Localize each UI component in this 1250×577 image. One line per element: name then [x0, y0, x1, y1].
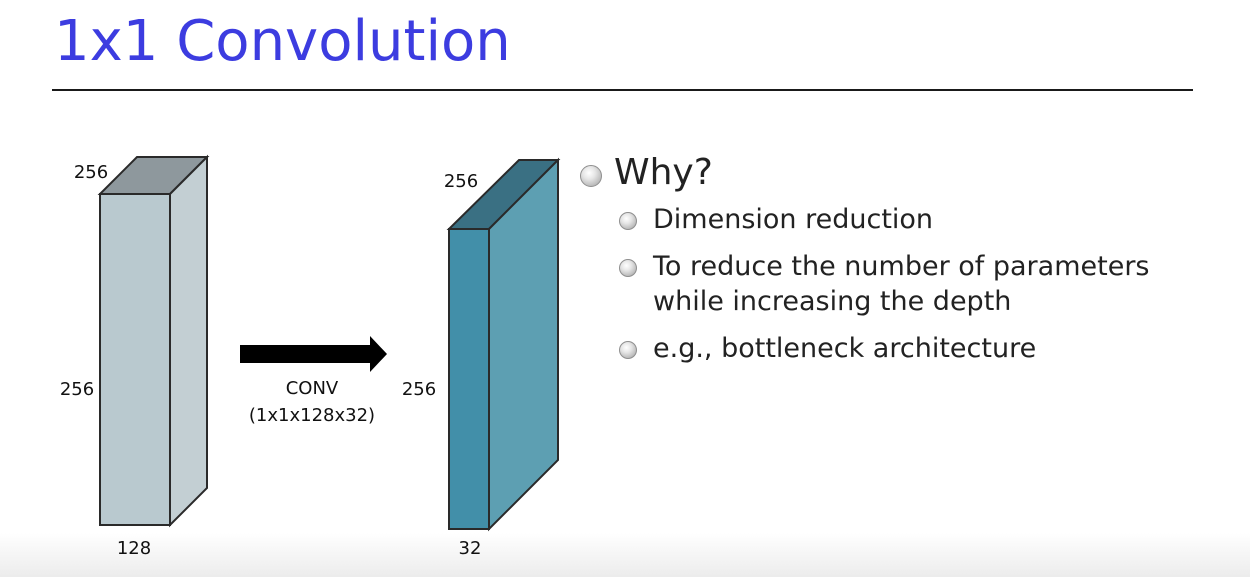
output-volume-front-face: [448, 228, 490, 530]
bullet-item-text: Dimension reduction: [653, 204, 934, 235]
bullet-list: Why? Dimension reduction To reduce the n…: [580, 150, 1220, 378]
output-depth-label: 32: [459, 538, 482, 559]
bullet-dot-icon: [619, 259, 637, 277]
bullet-heading: Why?: [580, 150, 1220, 196]
slide-title: 1x1 Convolution: [54, 9, 511, 74]
input-volume-front-face: [99, 193, 171, 526]
input-width-label: 256: [74, 162, 108, 183]
input-volume: [97, 154, 210, 528]
bullet-item-text: e.g., bottleneck architecture: [653, 333, 1037, 364]
bullet-heading-text: Why?: [614, 152, 713, 193]
bullet-dot-icon: [580, 165, 602, 187]
bottom-shade: [0, 533, 1250, 577]
input-height-label: 256: [60, 379, 94, 400]
conv-label: CONV: [286, 378, 339, 399]
title-divider: [52, 89, 1193, 91]
bullet-dot-icon: [619, 341, 637, 359]
bullet-item: e.g., bottleneck architecture: [619, 331, 1220, 366]
input-depth-label: 128: [117, 538, 151, 559]
bullet-item: Dimension reduction: [619, 202, 1220, 237]
output-height-label: 256: [402, 379, 436, 400]
output-width-label: 256: [444, 171, 478, 192]
output-volume: [446, 157, 561, 532]
bullet-item-text: To reduce the number of parameters while…: [653, 251, 1150, 317]
arrow-icon: [240, 336, 387, 372]
input-volume-side-face: [169, 154, 208, 528]
conv-params-label: (1x1x128x32): [249, 405, 375, 426]
bullet-item: To reduce the number of parameters while…: [619, 249, 1220, 319]
bullet-dot-icon: [619, 212, 637, 230]
